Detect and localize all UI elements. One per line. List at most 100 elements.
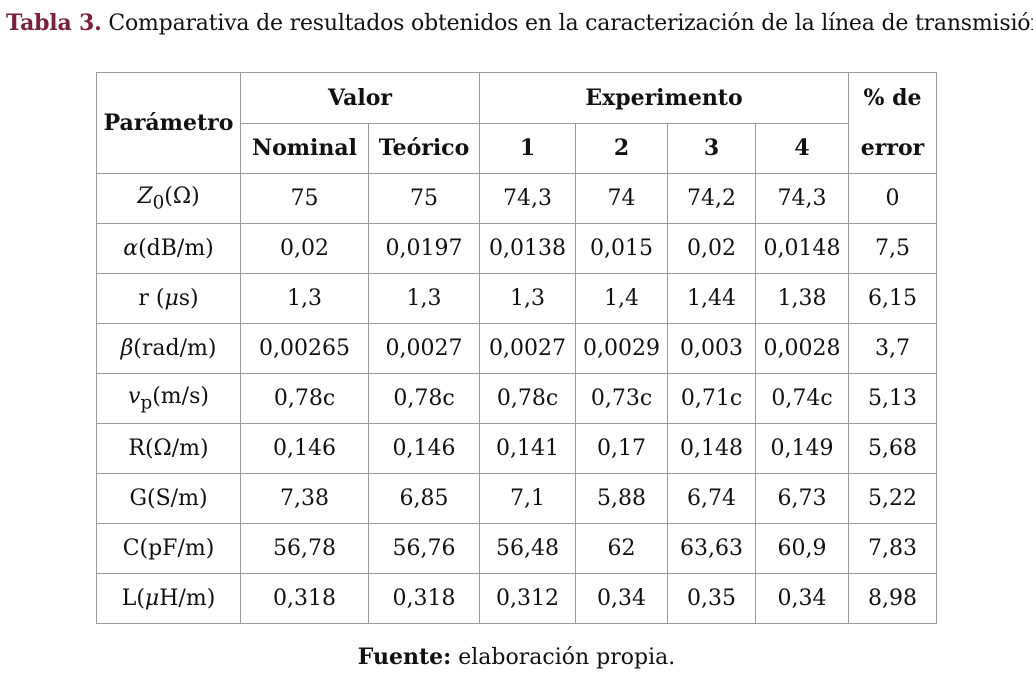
value-cell: 0,312: [479, 573, 576, 624]
header-error: % de error: [848, 72, 937, 174]
value-cell: 0,00265: [240, 323, 369, 374]
header-row-1: Parámetro Valor Experimento % de error: [96, 72, 937, 174]
value-cell: 0,146: [368, 423, 480, 474]
parameter-cell: r (μs): [96, 273, 241, 324]
value-cell: 5,22: [848, 473, 937, 524]
value-cell: 75: [368, 173, 480, 224]
table-row: L(μH/m) 0,318 0,318 0,312 0,34 0,35 0,34 8,98: [96, 573, 937, 624]
parameter-unit: H/m): [159, 586, 216, 611]
value-cell: 0,02: [667, 223, 756, 274]
parameter-cell: Z0(Ω): [96, 173, 241, 224]
value-cell: 74,3: [755, 173, 849, 224]
value-cell: 1,38: [755, 273, 849, 324]
parameter-prefix: L(: [121, 586, 145, 611]
value-cell: 0,35: [667, 573, 756, 624]
value-cell: 5,88: [575, 473, 668, 524]
parameter-symbol: α: [123, 236, 139, 261]
parameter-cell: β(rad/m): [96, 323, 241, 374]
parameter-cell: vp(m/s): [96, 373, 241, 424]
source-text: elaboración propia.: [458, 645, 676, 670]
value-cell: 0,318: [368, 573, 480, 624]
value-cell: 0,015: [575, 223, 668, 274]
header-value-group: Valor: [240, 72, 480, 124]
value-cell: 0,146: [240, 423, 369, 474]
value-cell: 0,71c: [667, 373, 756, 424]
value-cell: 6,15: [848, 273, 937, 324]
value-cell: 0,0027: [368, 323, 480, 374]
value-cell: 74,2: [667, 173, 756, 224]
value-cell: 0,0029: [575, 323, 668, 374]
value-cell: 1,3: [368, 273, 480, 324]
parameter-symbol: Z: [137, 183, 153, 209]
value-cell: 0,149: [755, 423, 849, 474]
value-cell: 6,85: [368, 473, 480, 524]
value-cell: 7,83: [848, 523, 937, 574]
value-cell: 7,5: [848, 223, 937, 274]
parameter-symbol: μ: [164, 286, 179, 311]
parameter-symbol: μ: [144, 586, 160, 611]
value-cell: 0,0138: [479, 223, 576, 274]
table-row: vp(m/s) 0,78c 0,78c 0,78c 0,73c 0,71c 0,74c 5,1…: [96, 373, 937, 424]
table-row: Z0(Ω) 75 75 74,3 74 74,2 74,3 0: [96, 173, 937, 224]
value-cell: 56,78: [240, 523, 369, 574]
value-cell: 63,63: [667, 523, 756, 574]
value-cell: 8,98: [848, 573, 937, 624]
value-cell: 1,3: [479, 273, 576, 324]
header-exp-4: 4: [755, 122, 849, 174]
parameter-prefix: G(S/m): [129, 486, 208, 511]
parameter-subscript: 0: [152, 192, 165, 214]
value-cell: 0,0197: [368, 223, 480, 274]
value-cell: 0,02: [240, 223, 369, 274]
parameter-unit: (Ω): [164, 183, 200, 209]
table-row: G(S/m) 7,38 6,85 7,1 5,88 6,74 6,73 5,22: [96, 473, 937, 524]
value-cell: 0,0148: [755, 223, 849, 274]
value-cell: 0,34: [755, 573, 849, 624]
value-cell: 1,4: [575, 273, 668, 324]
parameter-unit: (dB/m): [138, 236, 214, 261]
table-row: α(dB/m) 0,02 0,0197 0,0138 0,015 0,02 0,0148 7,…: [96, 223, 937, 274]
header-error-line2: error: [860, 135, 925, 161]
header-row-2: Nominal Teórico 1 2 3 4: [97, 122, 937, 174]
table-row: C(pF/m) 56,78 56,76 56,48 62 63,63 60,9 7,83: [96, 523, 937, 574]
value-cell: 3,7: [848, 323, 937, 374]
value-cell: 1,3: [240, 273, 369, 324]
value-cell: 62: [575, 523, 668, 574]
value-cell: 74: [575, 173, 668, 224]
parameter-prefix: r (: [138, 286, 165, 311]
value-cell: 0,74c: [755, 373, 849, 424]
parameter-unit: s): [178, 286, 199, 311]
value-cell: 74,3: [479, 173, 576, 224]
header-exp-3: 3: [667, 122, 756, 174]
header-nominal: Nominal: [240, 122, 369, 174]
parameter-subscript: p: [140, 392, 153, 414]
caption-text: Comparativa de resultados obtenidos en l…: [108, 11, 1033, 36]
parameter-cell: L(μH/m): [96, 573, 241, 624]
value-cell: 0,318: [240, 573, 369, 624]
parameter-prefix: C(pF/m): [122, 536, 215, 561]
value-cell: 60,9: [755, 523, 849, 574]
value-cell: 5,68: [848, 423, 937, 474]
parameter-cell: R(Ω/m): [96, 423, 241, 474]
value-cell: 0,78c: [368, 373, 480, 424]
source-label: Fuente:: [357, 644, 452, 670]
table-row: β(rad/m) 0,00265 0,0027 0,0027 0,0029 0,003 0,…: [96, 323, 937, 374]
value-cell: 0,141: [479, 423, 576, 474]
value-cell: 56,48: [479, 523, 576, 574]
header-exp-1: 1: [479, 122, 576, 174]
value-cell: 0,0027: [479, 323, 576, 374]
value-cell: 5,13: [848, 373, 937, 424]
parameter-symbol: v: [128, 383, 141, 409]
value-cell: 0,0028: [755, 323, 849, 374]
parameter-cell: G(S/m): [96, 473, 241, 524]
results-table: Parámetro Valor Experimento % de error N…: [96, 72, 937, 624]
value-cell: 0,17: [575, 423, 668, 474]
value-cell: 6,73: [755, 473, 849, 524]
header-experiment-group: Experimento: [479, 72, 849, 124]
parameter-symbol: β: [120, 336, 134, 361]
value-cell: 56,76: [368, 523, 480, 574]
value-cell: 1,44: [667, 273, 756, 324]
table-row: r (μs) 1,3 1,3 1,3 1,4 1,44 1,38 6,15: [96, 273, 937, 324]
value-cell: 0,148: [667, 423, 756, 474]
parameter-unit: (m/s): [152, 383, 209, 409]
value-cell: 0,78c: [240, 373, 369, 424]
